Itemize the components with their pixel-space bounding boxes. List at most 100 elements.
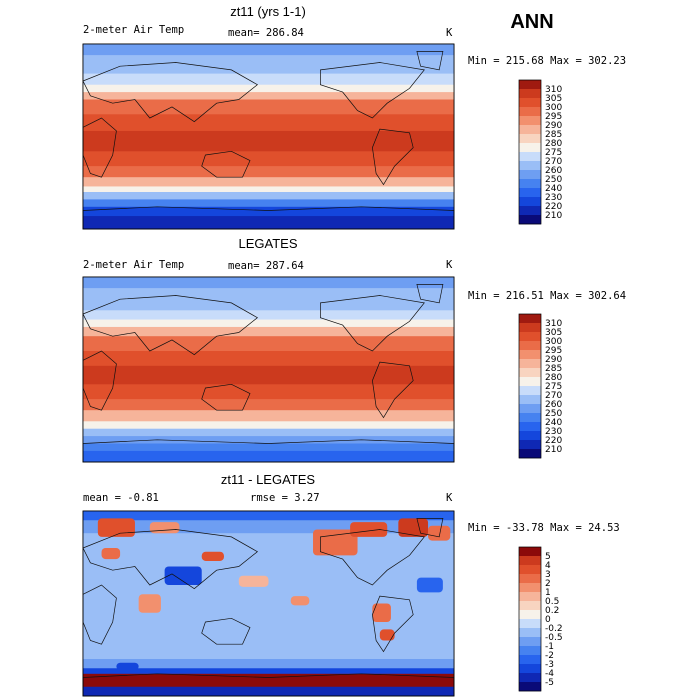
colorbar-tick-label: 250 — [545, 175, 562, 185]
map-band — [83, 310, 454, 321]
map-band — [83, 365, 454, 385]
colorbar-swatch — [519, 107, 541, 117]
map-band — [83, 177, 454, 187]
map-band — [83, 659, 454, 669]
coastline — [82, 529, 259, 590]
colorbar-swatch — [519, 440, 541, 450]
colorbar-tick-label: 295 — [545, 112, 562, 122]
colorbar-swatch — [519, 80, 541, 90]
colorbar-swatch — [519, 601, 541, 611]
colorbar-tick-label: 210 — [545, 211, 562, 221]
map-anomaly-patch — [372, 603, 391, 622]
map-anomaly-patch — [313, 529, 358, 556]
colorbar-swatch — [519, 98, 541, 108]
colorbar-swatch — [519, 673, 541, 683]
colorbar-tick-label: 5 — [545, 552, 551, 562]
map-band — [83, 511, 454, 521]
colorbar-swatch — [519, 583, 541, 593]
colorbar-tick-label: 0 — [545, 615, 551, 625]
colorbar-swatch — [519, 404, 541, 414]
map-band — [83, 55, 454, 75]
colorbar-tick-label: 230 — [545, 427, 562, 437]
colorbar-tick-label: 4 — [545, 561, 551, 571]
coastline — [416, 284, 444, 304]
map-band — [83, 686, 454, 697]
colorbar-tick-label: 310 — [545, 85, 562, 95]
coastline — [416, 51, 444, 71]
colorbar-tick-label: 285 — [545, 364, 562, 374]
map-bands — [83, 511, 454, 697]
colorbar-tick-label: 300 — [545, 337, 562, 347]
colorbar-tick-label: 290 — [545, 355, 562, 365]
colorbar-tick-label: 0.5 — [545, 597, 559, 607]
coastline — [320, 295, 425, 352]
coastline — [82, 350, 117, 411]
colorbar-tick-label: 290 — [545, 121, 562, 131]
minmax-label: Min = 215.68 Max = 302.23 — [468, 55, 626, 67]
colorbar-swatch — [519, 89, 541, 99]
map-band — [83, 192, 454, 200]
colorbar-tick-label: 240 — [545, 418, 562, 428]
colorbar-swatch — [519, 350, 541, 360]
colorbar-swatch — [519, 116, 541, 126]
map-anomaly-patch — [428, 525, 451, 541]
colorbar-swatch — [519, 323, 541, 333]
colorbar-tick-label: 275 — [545, 382, 562, 392]
map-band — [83, 151, 454, 167]
map-band — [83, 336, 454, 352]
map-anomaly-patch — [97, 518, 135, 537]
colorbar-swatch — [519, 619, 541, 629]
colorbar-swatch — [519, 565, 541, 575]
colorbar-swatch — [519, 574, 541, 584]
colorbar-swatch — [519, 431, 541, 441]
mean-label: mean= 286.84 — [228, 27, 304, 39]
panel-diff: zt11 - LEGATES mean = -0.81 rmse = 3.27 … — [82, 472, 620, 697]
colorbar: 3103053002952902852802752702602502402302… — [518, 313, 562, 459]
colorbar-tick-label: 260 — [545, 400, 562, 410]
coastline — [320, 62, 425, 119]
map-band — [83, 199, 454, 208]
colorbar-swatch — [519, 368, 541, 378]
map-bands — [83, 44, 454, 230]
coastline — [320, 529, 425, 586]
colorbar-tick-label: 285 — [545, 130, 562, 140]
colorbar-swatch — [519, 179, 541, 189]
map-band — [83, 410, 454, 422]
colorbar-tick-label: 240 — [545, 184, 562, 194]
map-band — [83, 428, 454, 437]
colorbar-swatch — [519, 161, 541, 171]
coastline — [201, 150, 251, 178]
field-label: 2-meter Air Temp — [83, 259, 184, 271]
colorbar-tick-label: -0.5 — [545, 633, 563, 643]
minmax-label: Min = -33.78 Max = 24.53 — [468, 522, 620, 534]
map-band — [83, 319, 454, 328]
map-band — [83, 99, 454, 115]
coastline — [82, 62, 259, 123]
colorbar-tick-label: 270 — [545, 391, 562, 401]
map-band — [83, 443, 454, 452]
map-band — [83, 92, 454, 100]
colorbar-tick-label: 0.2 — [545, 606, 559, 616]
map-anomaly-patch — [350, 522, 388, 537]
colorbar-swatch — [519, 556, 541, 566]
colorbar-tick-label: -3 — [545, 660, 554, 670]
map-anomaly-patch — [149, 522, 180, 534]
map-band — [83, 668, 454, 675]
unit-label: K — [446, 259, 453, 271]
rmse-label: rmse = 3.27 — [250, 492, 320, 504]
colorbar-swatch — [519, 377, 541, 387]
map-anomaly-patch — [238, 575, 269, 587]
colorbar-swatch — [519, 637, 541, 647]
colorbar-tick-label: 250 — [545, 409, 562, 419]
map-frame — [82, 276, 455, 463]
colorbar-tick-label: 220 — [545, 202, 562, 212]
coastline — [416, 518, 444, 538]
colorbar-tick-label: -4 — [545, 669, 554, 679]
map-band — [83, 206, 454, 217]
panel-title: LEGATES — [238, 236, 297, 251]
unit-label: K — [446, 492, 453, 504]
colorbar-tick-label: 230 — [545, 193, 562, 203]
colorbar-tick-label: 305 — [545, 94, 562, 104]
colorbar-tick-label: 305 — [545, 328, 562, 338]
